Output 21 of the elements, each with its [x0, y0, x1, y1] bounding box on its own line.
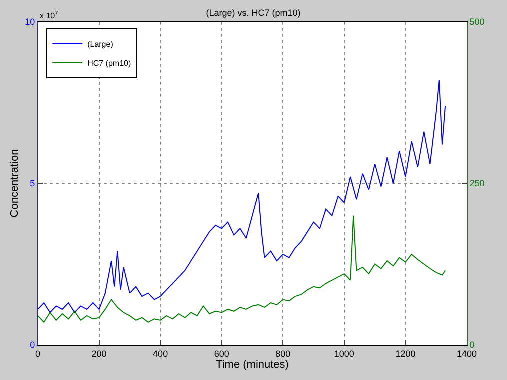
x-axis-title: Time (minutes): [216, 359, 289, 371]
y2-tick-label: 0: [470, 340, 475, 350]
x-tick-label: 400: [153, 348, 168, 359]
y2-tick-label: 500: [470, 17, 485, 28]
y-tick-label: 0: [30, 340, 36, 350]
x-tick-label: 200: [92, 348, 107, 359]
chart-title: (Large) vs. HC7 (pm10): [206, 8, 301, 18]
legend-label: (Large): [88, 40, 114, 50]
x-tick-label: 1000: [334, 348, 354, 359]
x-tick-label: 800: [276, 348, 291, 359]
legend-label: HC7 (pm10): [88, 59, 132, 68]
line-series: [38, 80, 446, 314]
x-tick-label: 1400: [456, 348, 478, 359]
y-axis-title: Concentration: [8, 149, 21, 218]
text: x 10$^{7}$: [40, 11, 58, 20]
y2-tick-label: 250: [470, 178, 485, 189]
y-tick-label: 10: [25, 17, 36, 28]
x-tick-label: 600: [214, 348, 230, 359]
x-tick-label: 1200: [396, 348, 416, 359]
y-tick-label: 5: [30, 178, 36, 189]
line-series: [38, 215, 446, 323]
